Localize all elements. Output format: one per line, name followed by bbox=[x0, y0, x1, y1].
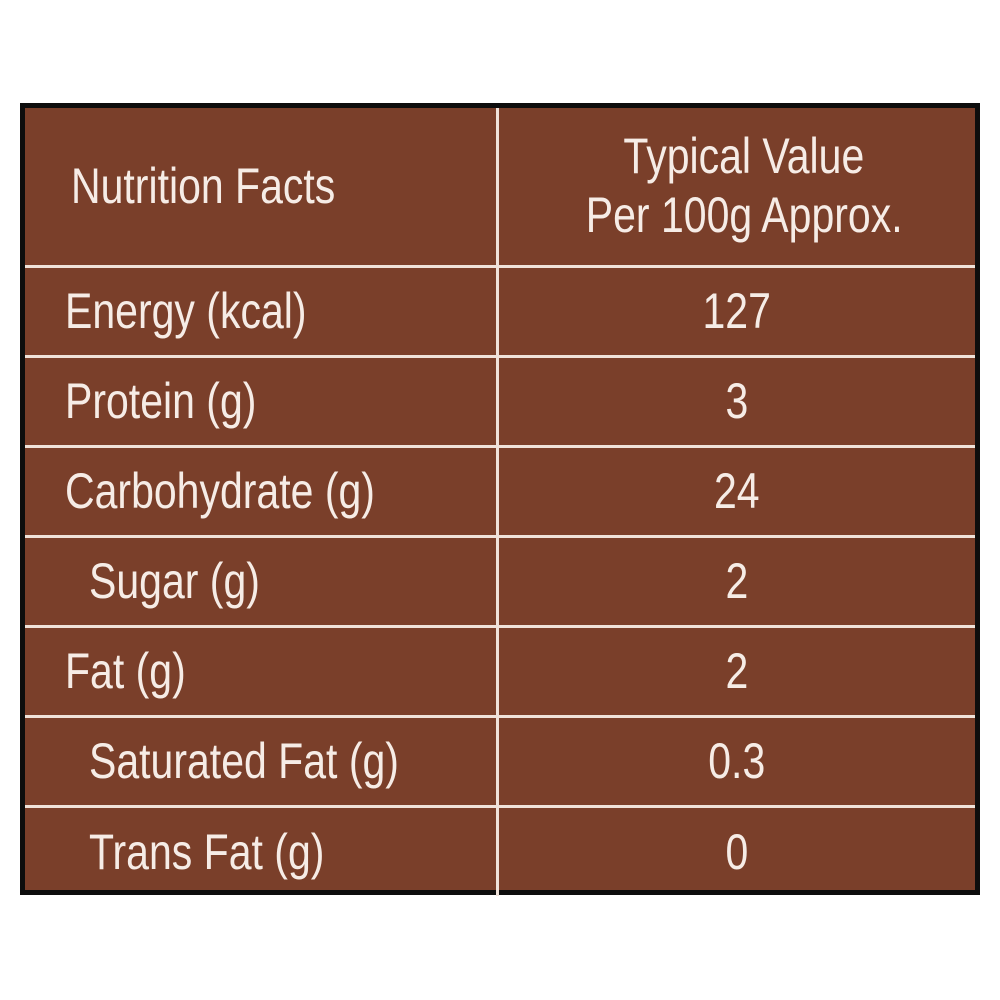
nutrient-name: Trans Fat (g) bbox=[89, 823, 325, 880]
header-nutrition-facts-label: Nutrition Facts bbox=[71, 158, 336, 215]
nutrient-value-cell: 0.3 bbox=[497, 716, 975, 808]
nutrient-name: Carbohydrate (g) bbox=[65, 463, 375, 519]
nutrient-name-cell: Saturated Fat (g) bbox=[25, 716, 499, 808]
nutrient-value: 3 bbox=[725, 373, 749, 429]
nutrient-name: Protein (g) bbox=[65, 373, 257, 429]
header-nutrition-facts: Nutrition Facts bbox=[25, 108, 499, 268]
nutrition-facts-table: Nutrition Facts Typical Value Per 100g A… bbox=[25, 108, 975, 896]
nutrient-value-cell: 3 bbox=[497, 356, 975, 448]
table-row-fat: Fat (g) 2 bbox=[25, 626, 975, 718]
nutrient-name: Saturated Fat (g) bbox=[89, 733, 399, 789]
nutrient-name: Sugar (g) bbox=[89, 553, 260, 609]
nutrient-value-cell: 127 bbox=[497, 266, 975, 358]
header-typical-value-line2: Per 100g Approx. bbox=[585, 187, 903, 244]
table-row-trans-fat: Trans Fat (g) 0 bbox=[25, 806, 975, 896]
nutrient-name-cell: Fat (g) bbox=[25, 626, 499, 718]
nutrient-name-cell: Protein (g) bbox=[25, 356, 499, 448]
table-row-protein: Protein (g) 3 bbox=[25, 356, 975, 448]
nutrient-value: 127 bbox=[702, 283, 771, 339]
nutrient-name-cell: Carbohydrate (g) bbox=[25, 446, 499, 538]
nutrient-value-cell: 24 bbox=[497, 446, 975, 538]
nutrient-name: Energy (kcal) bbox=[65, 283, 307, 339]
table-row-carbohydrate: Carbohydrate (g) 24 bbox=[25, 446, 975, 538]
nutrient-value: 2 bbox=[725, 553, 749, 609]
table-row-energy: Energy (kcal) 127 bbox=[25, 266, 975, 358]
header-typical-value: Typical Value Per 100g Approx. bbox=[497, 108, 975, 268]
nutrient-value: 2 bbox=[725, 643, 749, 699]
nutrient-value: 24 bbox=[713, 463, 760, 519]
table-row-saturated-fat: Saturated Fat (g) 0.3 bbox=[25, 716, 975, 808]
nutrient-value: 0 bbox=[725, 823, 749, 880]
nutrient-value: 0.3 bbox=[708, 733, 766, 789]
nutrient-name-cell: Energy (kcal) bbox=[25, 266, 499, 358]
header-typical-value-line1: Typical Value bbox=[623, 128, 865, 185]
nutrient-name-cell: Trans Fat (g) bbox=[25, 806, 499, 896]
nutrient-value-cell: 2 bbox=[497, 536, 975, 628]
nutrient-value-cell: 0 bbox=[497, 806, 975, 896]
nutrient-value-cell: 2 bbox=[497, 626, 975, 718]
table-row-sugar: Sugar (g) 2 bbox=[25, 536, 975, 628]
nutrient-name: Fat (g) bbox=[65, 643, 186, 699]
table-header-row: Nutrition Facts Typical Value Per 100g A… bbox=[25, 108, 975, 268]
nutrition-table-frame: Nutrition Facts Typical Value Per 100g A… bbox=[20, 103, 980, 896]
nutrient-name-cell: Sugar (g) bbox=[25, 536, 499, 628]
